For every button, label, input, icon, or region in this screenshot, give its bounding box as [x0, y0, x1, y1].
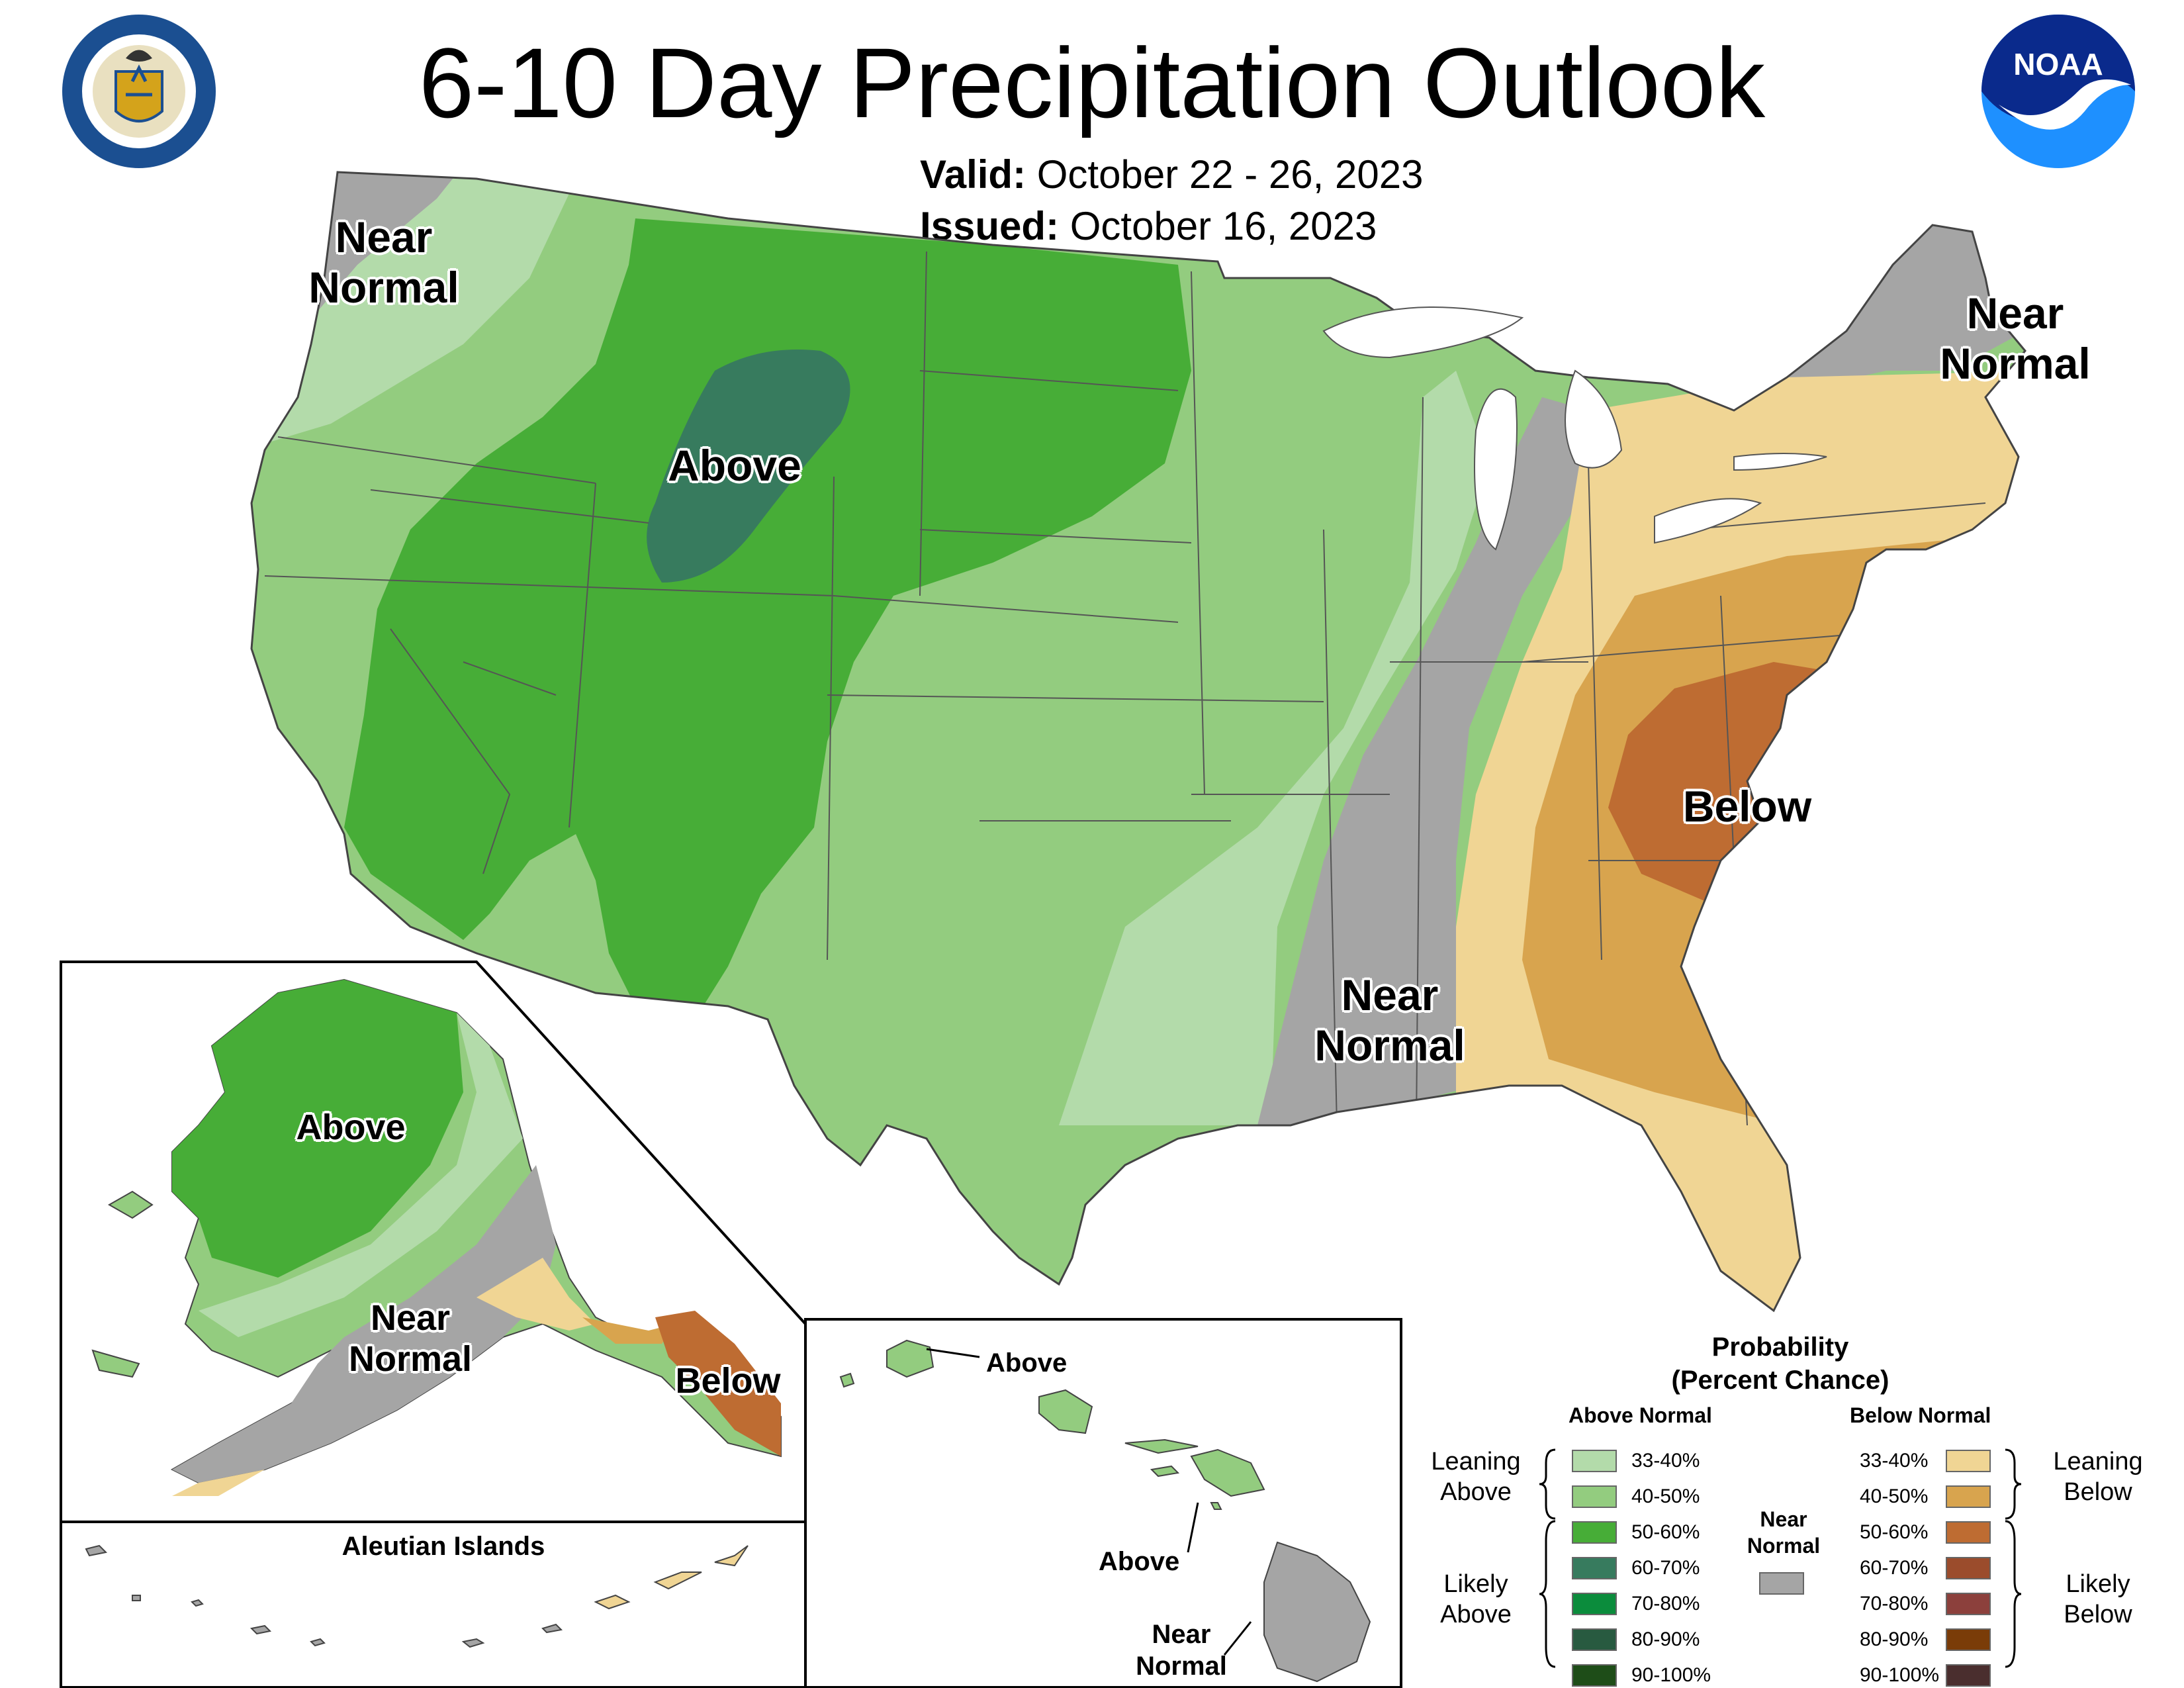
label-hi-above-1: Above — [986, 1348, 1068, 1378]
legend-below-swatch — [1946, 1521, 1991, 1544]
legend-below-swatch — [1946, 1485, 1991, 1508]
label-hi-above-2: Above — [1099, 1547, 1180, 1576]
legend-below-range: 33-40% — [1860, 1450, 1929, 1472]
valid-dates: Valid: October 22 - 26, 2023 Issued: Oct… — [920, 149, 1423, 252]
legend-above-swatch — [1572, 1628, 1617, 1651]
great-lakes — [1322, 306, 1827, 551]
label-ak-near-normal: Near Normal — [348, 1298, 473, 1379]
commerce-seal-icon — [62, 15, 216, 168]
aleutian-inset-frame — [60, 1521, 807, 1688]
legend-near-normal-swatch — [1759, 1572, 1804, 1595]
legend-braces — [1539, 1448, 2022, 1668]
label-ne-near-normal: Near Normal — [1940, 289, 2091, 388]
legend-below-range: 60-70% — [1860, 1557, 1929, 1579]
noaa-logo-icon: NOAA — [1981, 15, 2135, 168]
hawaii-islands — [839, 1339, 1371, 1683]
alaska-zones — [91, 978, 782, 1496]
legend-title: Probability (Percent Chance) — [1671, 1333, 1889, 1395]
legend-above-range: 50-60% — [1631, 1521, 1700, 1543]
label-aleutian-islands: Aleutian Islands — [341, 1532, 545, 1561]
label-ak-above: Above — [296, 1107, 406, 1147]
label-hi-near-normal: Near Normal — [1136, 1620, 1227, 1681]
legend-above-swatch — [1572, 1485, 1617, 1508]
issued-value: October 16, 2023 — [1069, 204, 1377, 248]
map-title: 6-10 Day Precipitation Outlook — [418, 27, 1766, 138]
legend-likely-above: Likely Above — [1440, 1570, 1512, 1628]
legend-above-swatch — [1572, 1593, 1617, 1615]
legend-above-range: 60-70% — [1631, 1557, 1700, 1579]
legend-below-swatch — [1946, 1628, 1991, 1651]
legend-above-range: 40-50% — [1631, 1485, 1700, 1507]
legend-above-swatch — [1572, 1450, 1617, 1472]
label-south-near-normal: Near Normal — [1314, 970, 1465, 1070]
legend-below-range: 50-60% — [1860, 1521, 1929, 1543]
legend-below-head: Below Normal — [1850, 1403, 1991, 1427]
legend-below-swatch — [1946, 1664, 1991, 1687]
legend-leaning-below: Leaning Below — [2053, 1448, 2143, 1506]
legend-likely-below: Likely Below — [2064, 1570, 2132, 1628]
label-ak-below: Below — [675, 1361, 781, 1401]
legend-below-range: 40-50% — [1860, 1485, 1929, 1507]
legend-above-range: 70-80% — [1631, 1593, 1700, 1615]
legend-below-swatch — [1946, 1593, 1991, 1615]
legend-near-normal: Near Normal — [1747, 1507, 1821, 1558]
legend-above-swatch — [1572, 1664, 1617, 1687]
legend-above-range: 90-100% — [1631, 1664, 1711, 1686]
label-below: Below — [1682, 782, 1812, 831]
valid-label: Valid: — [920, 152, 1026, 197]
legend-above-head: Above Normal — [1569, 1403, 1712, 1427]
svg-text:NOAA: NOAA — [2013, 47, 2103, 81]
legend-below-swatch — [1946, 1450, 1991, 1472]
label-nw-near-normal: Near Normal — [308, 212, 459, 312]
label-above: Above — [668, 441, 801, 490]
legend-below-range: 70-80% — [1860, 1593, 1929, 1615]
valid-value: October 22 - 26, 2023 — [1036, 152, 1424, 197]
legend-above-range: 33-40% — [1631, 1450, 1700, 1472]
legend-above-swatch — [1572, 1521, 1617, 1544]
legend-above-swatch — [1572, 1557, 1617, 1579]
legend-leaning-above: Leaning Above — [1431, 1448, 1521, 1506]
aleutian-islands-shapes — [85, 1544, 563, 1648]
legend-above-range: 80-90% — [1631, 1628, 1700, 1650]
legend-below-swatch — [1946, 1557, 1991, 1579]
legend-below-range: 80-90% — [1860, 1628, 1929, 1650]
legend-below-range: 90-100% — [1860, 1664, 1940, 1686]
